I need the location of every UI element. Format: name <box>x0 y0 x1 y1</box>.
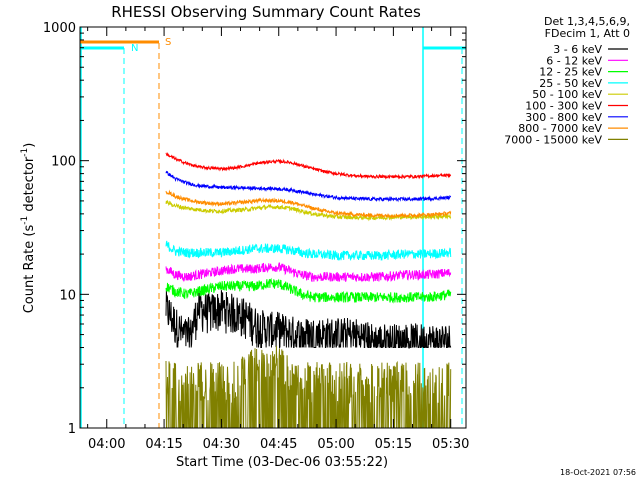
x-tick-label: 04:30 <box>203 437 240 452</box>
legend-label: 300 - 800 keV <box>525 111 602 124</box>
series-line <box>165 199 452 222</box>
legend-label: 25 - 50 keV <box>539 77 602 90</box>
x-tick-label: 04:45 <box>260 437 297 452</box>
legend-label: 6 - 12 keV <box>546 54 602 67</box>
series-line <box>165 170 452 203</box>
legend-label: 12 - 25 keV <box>539 66 602 79</box>
y-axis-label-mid: detector <box>22 156 37 216</box>
x-tick-label: 05:15 <box>375 437 412 452</box>
y-tick-label: 100 <box>51 155 76 170</box>
eclipse-label: N <box>131 43 138 54</box>
chart-title: RHESSI Observing Summary Count Rates <box>111 3 421 21</box>
series-line <box>165 290 452 350</box>
series-line <box>165 152 452 180</box>
series-line <box>165 189 452 219</box>
x-tick-label: 05:00 <box>317 437 354 452</box>
series-line <box>165 240 452 261</box>
legend-label: 100 - 300 keV <box>525 100 602 113</box>
legend-header-line-1: Det 1,3,4,5,6,9, <box>544 15 630 28</box>
legend-label: 3 - 6 keV <box>553 43 602 56</box>
y-axis-label: Count Rate (s-1 detector-1) <box>20 143 37 314</box>
series-line <box>165 277 452 304</box>
legend-label: 50 - 100 keV <box>532 88 602 101</box>
y-axis-label-main: Count Rate (s <box>22 225 37 314</box>
y-axis-label-sup2: -1 <box>20 148 30 157</box>
y-tick-label: 1000 <box>43 21 76 36</box>
y-tick-label: 1 <box>68 422 76 437</box>
x-tick-label: 04:15 <box>145 437 182 452</box>
plot-frame <box>79 26 467 429</box>
saa-label: S <box>165 37 171 48</box>
y-axis-label-end: ) <box>22 143 37 148</box>
legend-label: 7000 - 15000 keV <box>504 133 602 146</box>
x-axis-label: Start Time (03-Dec-06 03:55:22) <box>176 455 388 470</box>
generated-timestamp: 18-Oct-2021 07:56 <box>560 468 636 477</box>
legend-label: 800 - 7000 keV <box>518 122 602 135</box>
legend-header-line-2: FDecim 1, Att 0 <box>545 27 630 40</box>
x-tick-label: 04:00 <box>88 437 125 452</box>
x-tick-label: 05:30 <box>432 437 469 452</box>
y-tick-label: 10 <box>59 288 76 303</box>
series-line <box>165 262 452 283</box>
y-axis-label-sup1: -1 <box>20 216 30 225</box>
series-line <box>165 345 452 429</box>
